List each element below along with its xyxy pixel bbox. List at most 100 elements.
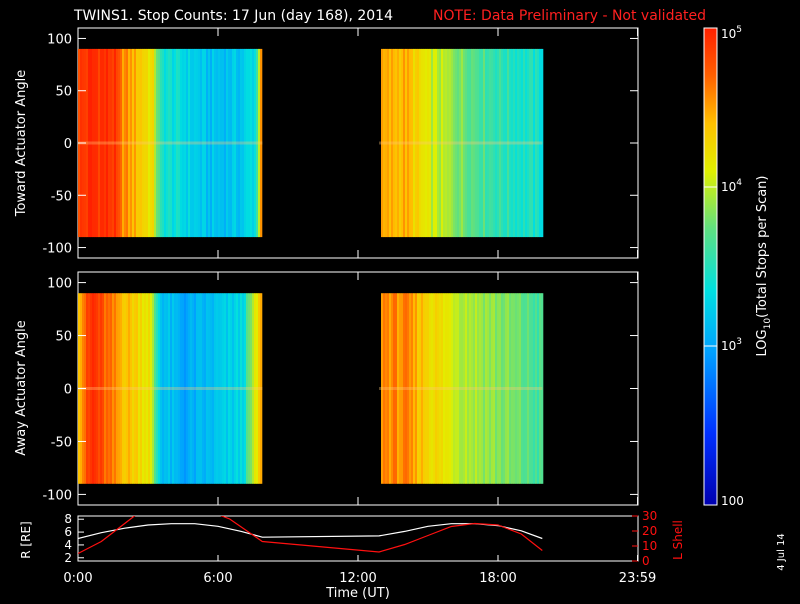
heatmap-cell bbox=[122, 293, 125, 484]
heatmap-cell bbox=[134, 48, 137, 238]
heatmap-cell bbox=[409, 48, 412, 238]
heatmap-cell bbox=[250, 293, 253, 484]
heatmap-cell bbox=[419, 48, 422, 238]
heatmap-cell bbox=[228, 48, 231, 238]
heatmap-cell bbox=[419, 293, 422, 484]
heatmap-cell bbox=[435, 48, 438, 238]
heatmap-cell bbox=[405, 293, 408, 484]
heatmap-cell bbox=[507, 48, 510, 238]
y-tick-label: -50 bbox=[51, 435, 72, 450]
heatmap-cell bbox=[461, 293, 464, 484]
heatmap-cell bbox=[531, 293, 534, 484]
heatmap-cell bbox=[90, 48, 93, 238]
heatmap-cell bbox=[527, 48, 530, 238]
heatmap-cell bbox=[234, 293, 237, 484]
heatmap-cell bbox=[204, 293, 207, 484]
heatmap-cell bbox=[88, 48, 91, 238]
preliminary-note: NOTE: Data Preliminary - Not validated bbox=[433, 8, 706, 24]
heatmap-cell bbox=[258, 293, 261, 484]
heatmap-cell bbox=[256, 293, 259, 484]
heatmap-cell bbox=[108, 293, 111, 484]
heatmap-cell bbox=[162, 48, 165, 238]
heatmap-cell bbox=[222, 48, 225, 238]
chart-title: TWINS1. Stop Counts: 17 Jun (day 168), 2… bbox=[73, 8, 393, 24]
heatmap-cell bbox=[471, 293, 474, 484]
heatmap-cell bbox=[523, 48, 526, 238]
heatmap-cell bbox=[399, 48, 402, 238]
heatmap-cell bbox=[210, 48, 213, 238]
heatmap-cell bbox=[100, 48, 103, 238]
heatmap-cell bbox=[497, 293, 500, 484]
y-tick-label: -50 bbox=[51, 189, 72, 204]
heatmap-cell bbox=[232, 48, 235, 238]
heatmap-cell bbox=[417, 293, 420, 484]
heatmap-cell bbox=[112, 293, 115, 484]
heatmap-cell bbox=[214, 293, 217, 484]
heatmap-cell bbox=[126, 48, 129, 238]
heatmap-cell bbox=[220, 48, 223, 238]
heatmap-cell bbox=[459, 293, 462, 484]
heatmap-cell bbox=[473, 293, 476, 484]
heatmap-cell bbox=[184, 293, 187, 484]
heatmap-cell bbox=[535, 293, 538, 484]
y-tick-label: 0 bbox=[64, 137, 72, 152]
heatmap-cell bbox=[519, 293, 522, 484]
x-tick-label: 23:59 bbox=[619, 571, 656, 586]
heatmap-cell bbox=[154, 48, 157, 238]
heatmap-cell bbox=[513, 48, 516, 238]
heatmap-cell bbox=[445, 48, 448, 238]
heatmap-cell bbox=[523, 293, 526, 484]
radius-tick-label: 8 bbox=[64, 512, 72, 526]
heatmap-cell bbox=[393, 48, 396, 238]
heatmap-cell bbox=[407, 48, 410, 238]
heatmap-cell bbox=[156, 293, 159, 484]
heatmap-cell bbox=[503, 48, 506, 238]
heatmap-cell bbox=[242, 48, 245, 238]
heatmap-cell bbox=[381, 293, 384, 484]
heatmap-cell bbox=[122, 48, 125, 238]
x-tick-label: 0:00 bbox=[63, 571, 92, 586]
heatmap-cell bbox=[521, 48, 524, 238]
radius-tick-label: 2 bbox=[64, 551, 72, 565]
heatmap-cell bbox=[515, 48, 518, 238]
heatmap-cell bbox=[469, 48, 472, 238]
heatmap-cell bbox=[178, 48, 181, 238]
heatmap-cell bbox=[222, 293, 225, 484]
heatmap-cell bbox=[204, 48, 207, 238]
heatmap-cell bbox=[481, 48, 484, 238]
heatmap-cell bbox=[397, 48, 400, 238]
y-tick-label: 50 bbox=[55, 85, 72, 100]
heatmap-cell bbox=[130, 48, 133, 238]
heatmap-cell bbox=[86, 293, 89, 484]
heatmap-cell bbox=[246, 48, 249, 238]
heatmap-cell bbox=[421, 48, 424, 238]
lshell-tick-label: 20 bbox=[642, 524, 657, 538]
heatmap-cell bbox=[158, 293, 161, 484]
heatmap-cell bbox=[104, 293, 107, 484]
heatmap-cell bbox=[389, 293, 392, 484]
heatmap-cell bbox=[114, 293, 117, 484]
heatmap-cell bbox=[449, 48, 452, 238]
heatmap-cell bbox=[447, 48, 450, 238]
heatmap-cell bbox=[118, 48, 121, 238]
heatmap-cell bbox=[236, 293, 239, 484]
heatmap-cell bbox=[431, 293, 434, 484]
heatmap-cell bbox=[427, 48, 430, 238]
heatmap-cell bbox=[248, 293, 251, 484]
orbit-lines bbox=[78, 516, 543, 555]
heatmap-cell bbox=[174, 293, 177, 484]
heatmap-cell bbox=[527, 293, 530, 484]
heatmap-cell bbox=[92, 293, 95, 484]
colorbar-tick-label: 100 bbox=[721, 494, 744, 508]
heatmap-cell bbox=[541, 48, 544, 238]
heatmap-cell bbox=[469, 293, 472, 484]
heatmap-cell bbox=[393, 293, 396, 484]
heatmap-cell bbox=[501, 48, 504, 238]
heatmap-cell bbox=[417, 48, 420, 238]
heatmap-cell bbox=[533, 293, 536, 484]
heatmap-cell bbox=[461, 48, 464, 238]
heatmap-cell bbox=[156, 48, 159, 238]
heatmap-cell bbox=[224, 48, 227, 238]
